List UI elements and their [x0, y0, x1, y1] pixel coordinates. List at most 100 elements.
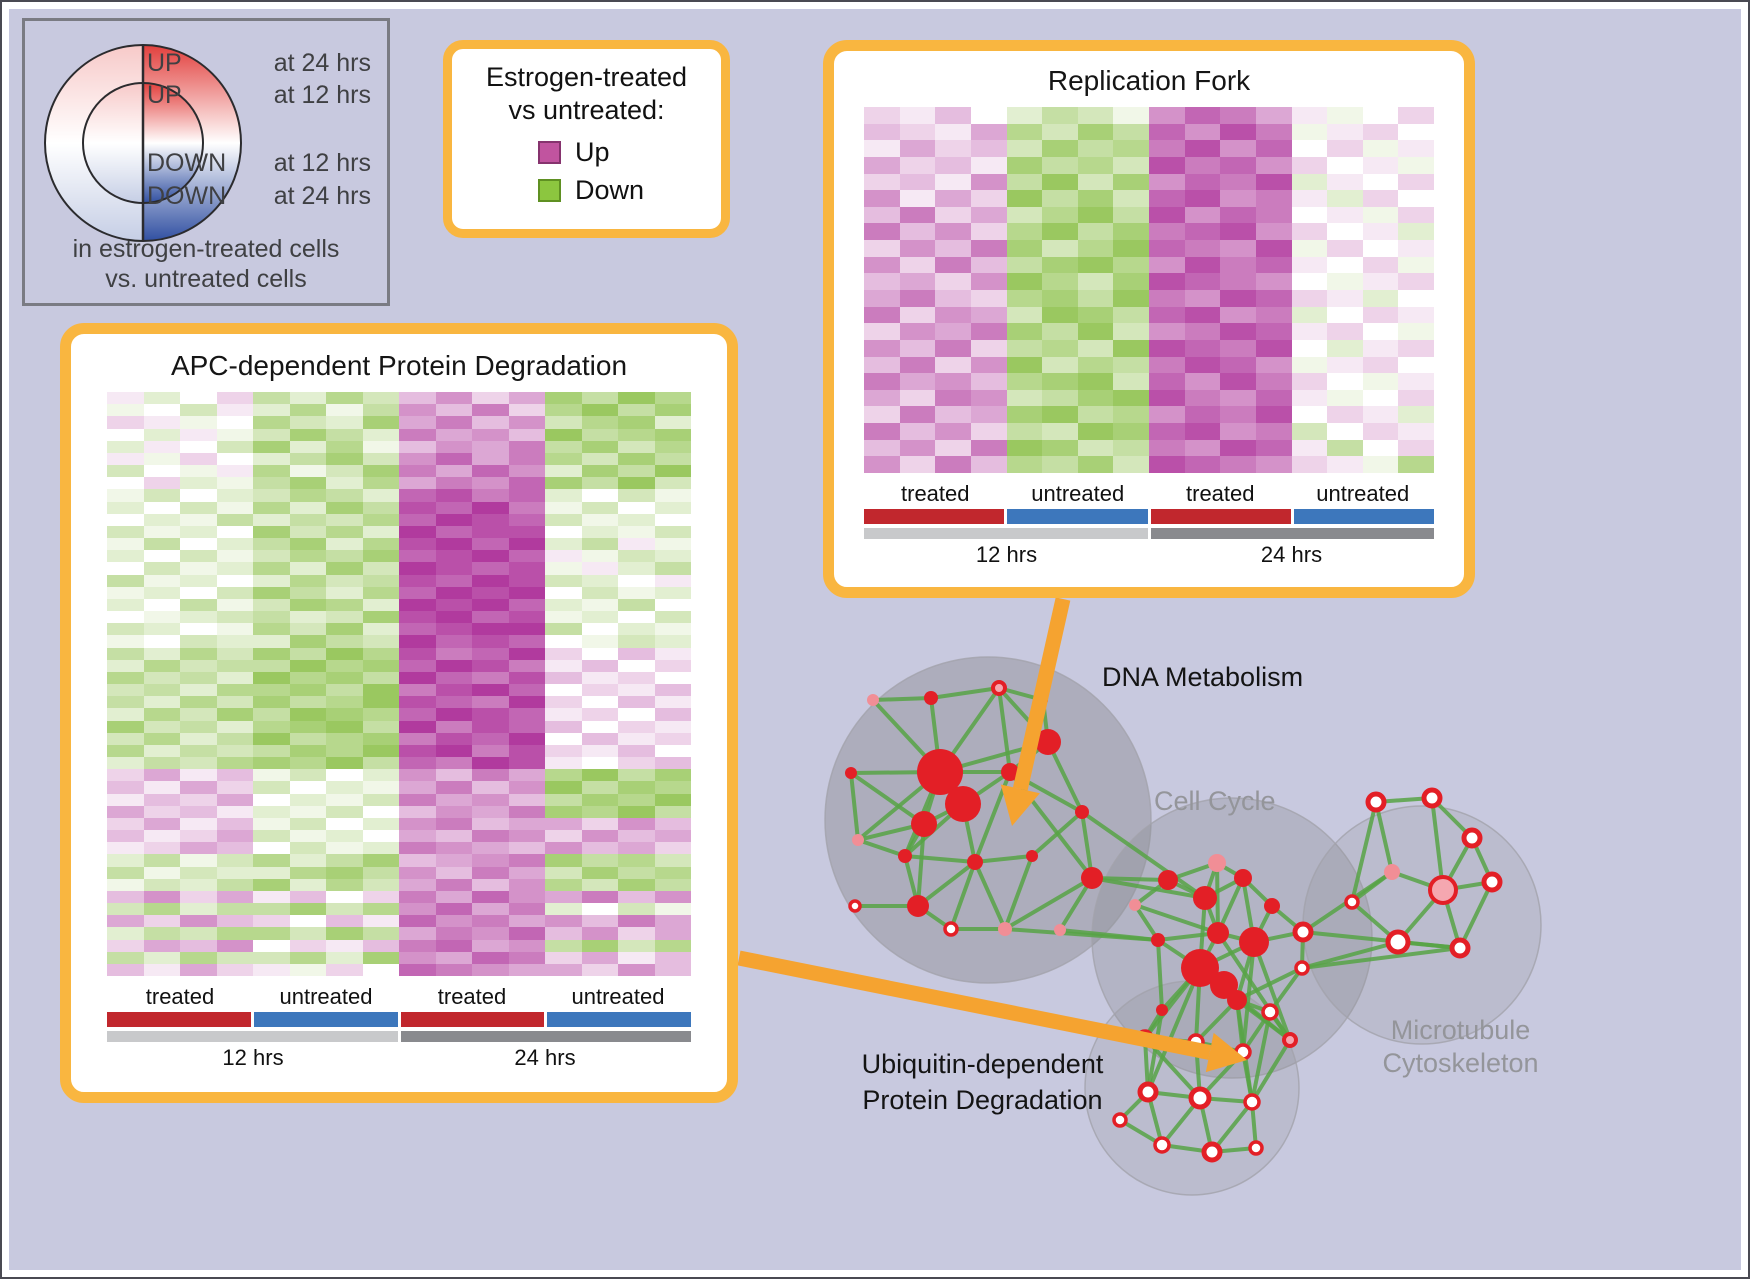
heatmap-cell	[399, 550, 436, 563]
heatmap-cell	[399, 720, 436, 733]
heatmap-cell	[180, 586, 217, 599]
heatmap-cell	[508, 501, 545, 514]
heatmap-cell	[107, 489, 144, 502]
heatmap-cell	[399, 404, 436, 417]
heatmap-cell	[935, 107, 971, 124]
heatmap-cell	[1255, 206, 1292, 224]
heatmap-cell	[864, 439, 900, 457]
heatmap-cell	[1327, 156, 1363, 174]
heatmap-cell	[143, 392, 180, 405]
heatmap-cell	[508, 817, 545, 830]
heatmap-cell	[618, 805, 655, 818]
treatment-bar-segment	[253, 1012, 398, 1027]
heatmap-cell	[899, 423, 936, 440]
heatmap-cell	[289, 525, 326, 538]
heatmap-cell	[472, 574, 509, 587]
network-node	[1112, 1112, 1128, 1128]
heatmap-cell	[143, 769, 180, 782]
heatmap-cell	[1184, 123, 1221, 141]
network-node	[991, 680, 1007, 696]
heatmap-cell	[654, 757, 691, 770]
heatmap-cell	[864, 156, 900, 174]
heatmap-cell	[216, 696, 253, 709]
heatmap-cell	[253, 574, 290, 587]
heatmap-cell	[289, 939, 326, 952]
heatmap-cell	[1362, 356, 1399, 374]
heatmap-cell	[1291, 456, 1328, 473]
heatmap-cell	[180, 915, 217, 928]
heatmap-cell	[899, 306, 936, 324]
heatmap-cell	[143, 525, 180, 538]
heatmap-cell	[107, 538, 144, 551]
heatmap-cell	[362, 939, 399, 952]
heatmap-cell	[362, 708, 399, 721]
heatmap-cell	[253, 830, 290, 843]
heatmap-cell	[1398, 306, 1434, 324]
heatmap-cell	[289, 744, 326, 757]
heatmap-cell	[289, 404, 326, 417]
heatmap-cell	[508, 878, 545, 891]
heatmap-cell	[289, 586, 326, 599]
heatmap-cell	[1255, 389, 1292, 407]
heatmap-cell	[216, 830, 253, 843]
heatmap-cell	[654, 793, 691, 806]
heatmap-cell	[326, 562, 363, 575]
heatmap-cell	[326, 501, 363, 514]
heatmap-cell	[362, 671, 399, 684]
heatmap-cell	[143, 428, 180, 441]
heatmap-cell	[143, 550, 180, 563]
heatmap-cell	[107, 562, 144, 575]
heatmap-cell	[326, 513, 363, 526]
heatmap-cell	[216, 452, 253, 465]
heatmap-cell	[472, 684, 509, 697]
flow-arrow-shaft	[1013, 597, 1071, 791]
heatmap-cell	[107, 830, 144, 843]
time-labels: 12 hrs 24 hrs	[864, 542, 1434, 568]
network-node	[898, 849, 912, 863]
heatmap-cell	[326, 817, 363, 830]
heatmap-cell	[326, 684, 363, 697]
heatmap-cell	[216, 392, 253, 405]
heatmap-cell	[399, 525, 436, 538]
heatmap-cell	[472, 744, 509, 757]
heatmap-cell	[362, 598, 399, 611]
heatmap-cell	[1362, 423, 1399, 440]
heatmap-cell	[581, 440, 618, 453]
heatmap-cell	[1042, 256, 1078, 274]
heatmap-cell	[1291, 190, 1328, 207]
network-node	[1239, 927, 1269, 957]
heatmap-cell	[289, 623, 326, 636]
heatmap-cell	[654, 586, 691, 599]
heatmap-cell	[216, 513, 253, 526]
heatmap-cell	[399, 598, 436, 611]
network-edge	[1374, 800, 1394, 874]
heatmap-cell	[289, 477, 326, 490]
heatmap-cell	[180, 452, 217, 465]
treatment-group-label: untreated	[1316, 481, 1410, 506]
heatmap-cell	[618, 598, 655, 611]
heatmap-cell	[180, 963, 217, 976]
heatmap-cell	[326, 854, 363, 867]
heatmap-cell	[545, 830, 582, 843]
heatmap-cell	[1362, 290, 1399, 307]
heatmap-cell	[1398, 323, 1434, 340]
apc-panel: APC-dependent Protein Degradation treate…	[60, 323, 738, 1103]
heatmap-cell	[216, 890, 253, 903]
network-node	[1264, 898, 1280, 914]
heatmap-cell	[654, 574, 691, 587]
time-bar-segment	[107, 1031, 398, 1042]
heatmap-cell	[654, 623, 691, 636]
heatmap-cell	[935, 140, 971, 157]
heatmap-cell	[399, 708, 436, 721]
heatmap-cell	[1184, 190, 1221, 207]
heatmap-cell	[1327, 123, 1363, 141]
heatmap-cell	[362, 854, 399, 867]
heatmap-cell	[253, 611, 290, 624]
heatmap-cell	[618, 890, 655, 903]
heatmap-cell	[581, 392, 618, 405]
heatmap-cell	[107, 732, 144, 745]
heatmap-cell	[289, 611, 326, 624]
heatmap-cell	[362, 477, 399, 490]
heatmap-cell	[326, 720, 363, 733]
